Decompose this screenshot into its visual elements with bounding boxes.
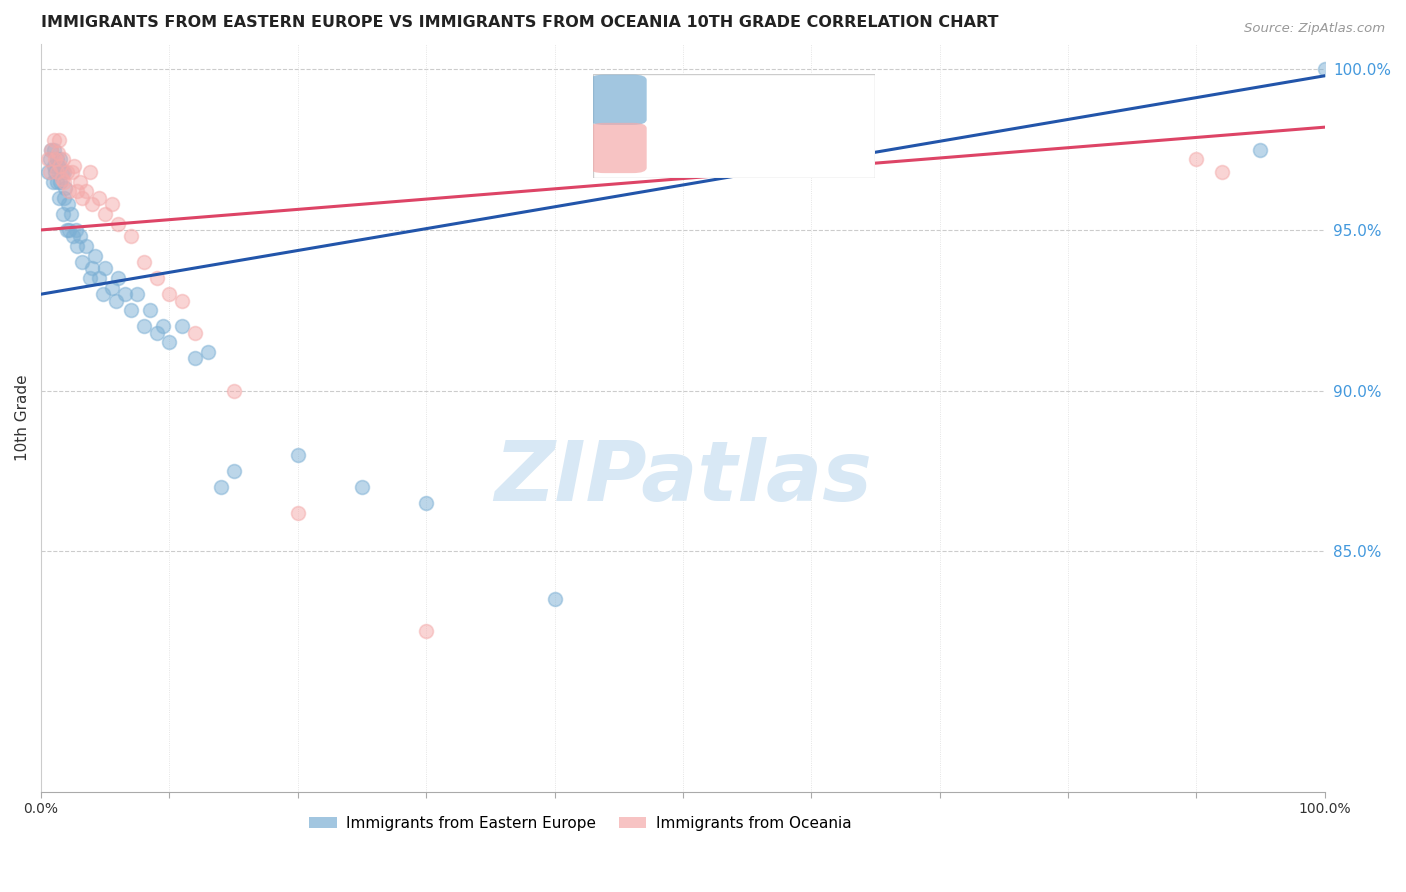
Point (41, 175, 63, 189)
Point (82, 197, 104, 211)
Point (48, 191, 70, 205)
Point (69, 175, 91, 189)
Point (120, 303, 142, 318)
Point (44, 165, 66, 179)
Point (287, 448, 309, 462)
Point (53, 165, 76, 179)
Point (100, 281, 122, 295)
Point (66, 239, 89, 253)
Point (222, 464, 245, 478)
Point (60, 165, 83, 179)
Point (94, 207, 117, 221)
Point (184, 326, 207, 340)
Point (51, 165, 73, 179)
Point (87, 271, 110, 285)
Point (94, 261, 117, 276)
Y-axis label: 10th Grade: 10th Grade (15, 375, 30, 461)
Point (39, 165, 62, 179)
Point (42, 143, 65, 157)
Point (49, 153, 72, 167)
Point (1185, 153, 1208, 167)
Point (42, 133, 65, 147)
Point (145, 271, 167, 285)
Point (172, 293, 194, 308)
Point (58, 185, 80, 199)
Point (209, 480, 232, 494)
Point (1250, 143, 1272, 157)
Point (543, 592, 565, 607)
Point (56, 197, 79, 211)
Point (79, 271, 101, 285)
Point (172, 319, 194, 334)
Point (55, 181, 77, 195)
Point (79, 165, 101, 179)
Point (184, 351, 207, 366)
Point (37, 153, 59, 167)
Point (107, 271, 129, 285)
Point (42, 159, 65, 173)
Point (287, 506, 309, 520)
Point (44, 153, 66, 167)
Point (37, 165, 59, 179)
Point (53, 191, 76, 205)
Legend: Immigrants from Eastern Europe, Immigrants from Oceania: Immigrants from Eastern Europe, Immigran… (304, 809, 858, 837)
Point (66, 185, 89, 199)
Point (70, 255, 93, 269)
Point (152, 319, 174, 334)
Point (59, 207, 82, 221)
Point (415, 624, 437, 639)
Point (62, 229, 84, 244)
Point (39, 153, 62, 167)
Point (48, 133, 70, 147)
Point (46, 145, 69, 160)
Point (49, 159, 72, 173)
Point (1211, 165, 1233, 179)
Point (45, 153, 67, 167)
Point (91, 287, 114, 301)
Point (120, 229, 142, 244)
Point (159, 287, 181, 301)
Point (52, 207, 75, 221)
Text: Source: ZipAtlas.com: Source: ZipAtlas.com (1244, 22, 1385, 36)
Point (45, 165, 67, 179)
Point (127, 287, 149, 301)
Point (63, 159, 86, 173)
Point (222, 384, 245, 398)
Point (45, 175, 67, 189)
Point (107, 217, 129, 231)
Point (1313, 62, 1336, 77)
Point (52, 153, 75, 167)
Point (49, 175, 72, 189)
Point (114, 287, 136, 301)
Point (75, 239, 97, 253)
Point (84, 249, 107, 263)
Point (104, 293, 127, 308)
Point (132, 319, 155, 334)
Point (197, 345, 219, 359)
Point (41, 143, 63, 157)
Text: ZIPatlas: ZIPatlas (494, 437, 872, 518)
Point (350, 480, 373, 494)
Point (55, 223, 77, 237)
Point (70, 191, 93, 205)
Point (415, 496, 437, 510)
Point (82, 261, 104, 276)
Point (145, 326, 167, 340)
Point (58, 223, 80, 237)
Point (75, 185, 97, 199)
Point (100, 197, 122, 211)
Text: IMMIGRANTS FROM EASTERN EUROPE VS IMMIGRANTS FROM OCEANIA 10TH GRADE CORRELATION: IMMIGRANTS FROM EASTERN EUROPE VS IMMIGR… (41, 15, 998, 30)
Point (69, 229, 91, 244)
Point (46, 159, 69, 173)
Point (132, 255, 155, 269)
Point (159, 335, 181, 350)
Point (41, 143, 63, 157)
Point (51, 171, 73, 186)
Point (139, 303, 162, 318)
Point (87, 191, 110, 205)
Point (53, 175, 76, 189)
Point (55, 165, 77, 179)
Point (65, 223, 87, 237)
